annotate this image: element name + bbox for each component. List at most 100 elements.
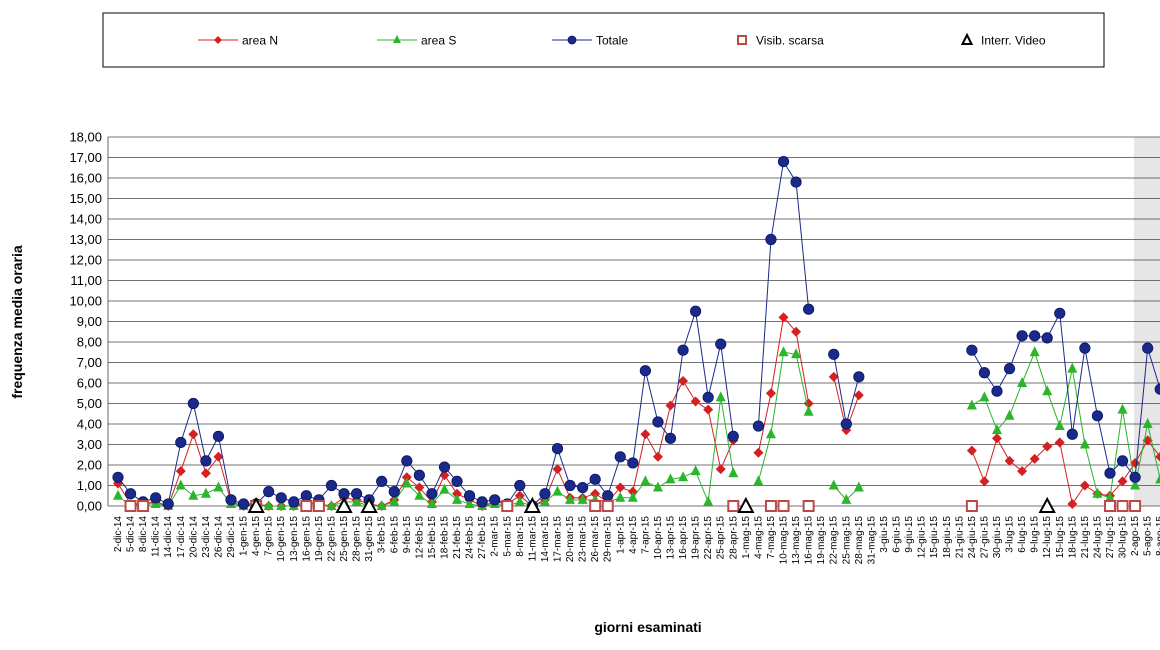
- x-tick-label: 5-dic-14: [126, 516, 137, 553]
- x-tick-label: 28-gen-15: [352, 516, 363, 562]
- x-tick-label: 7-mag-15: [766, 516, 777, 559]
- legend-marker: [393, 35, 401, 43]
- data-point: [702, 391, 714, 403]
- x-tick-label: 13-apr-15: [666, 516, 677, 560]
- data-point: [1066, 428, 1078, 440]
- data-point: [652, 416, 664, 428]
- x-tick-label: 15-feb-15: [427, 516, 438, 559]
- legend-label: Totale: [596, 34, 628, 48]
- x-tick-label: 10-mag-15: [779, 516, 790, 565]
- data-point: [615, 491, 626, 502]
- data-point: [828, 348, 840, 360]
- data-point: [1079, 480, 1090, 491]
- x-tick-label: 26-dic-14: [213, 516, 224, 558]
- data-point: [476, 496, 488, 508]
- legend-item: Totale: [552, 34, 628, 48]
- x-tick-label: 16-apr-15: [678, 516, 689, 560]
- y-axis-ticks: 0,00 1,00 2,00 3,00 4,00 5,00 6,00 7,00 8,00 9,00…: [69, 130, 102, 514]
- data-point: [665, 473, 676, 484]
- x-tick-label: 31-gen-15: [364, 516, 375, 562]
- y-tick-label: 10,00: [69, 294, 102, 309]
- data-point: [212, 430, 225, 442]
- series-line: [833, 354, 860, 425]
- data-point: [966, 399, 977, 410]
- data-point: [162, 498, 174, 510]
- legend-marker: [567, 35, 577, 45]
- data-point: [828, 479, 839, 490]
- y-tick-label: 8,00: [77, 335, 102, 350]
- y-tick-label: 5,00: [77, 396, 102, 411]
- x-tick-label: 10-apr-15: [653, 516, 664, 560]
- x-tick-label: 12-feb-15: [414, 516, 425, 559]
- x-tick-label: 7-gen-15: [264, 516, 275, 556]
- data-point: [1104, 467, 1116, 479]
- y-tick-label: 3,00: [77, 437, 102, 452]
- x-tick-label: 12-lug-15: [1042, 516, 1053, 559]
- x-tick-label: 19-gen-15: [314, 516, 325, 562]
- x-tick-label: 17-dic-14: [176, 516, 187, 558]
- data-point: [1116, 455, 1129, 467]
- data-point: [401, 477, 412, 488]
- data-point: [715, 338, 727, 350]
- data-point: [1142, 342, 1154, 354]
- data-point: [752, 420, 764, 432]
- legend-marker: [737, 35, 747, 45]
- data-point: [413, 469, 425, 481]
- visib-scarsa-marker: [727, 500, 740, 512]
- data-point: [1004, 455, 1015, 466]
- data-point: [615, 482, 626, 493]
- data-point: [703, 404, 714, 415]
- y-tick-label: 16,00: [69, 171, 102, 186]
- x-tick-label: 29-mar-15: [603, 516, 614, 563]
- data-point: [1130, 457, 1141, 468]
- data-point: [614, 451, 626, 463]
- data-point: [639, 365, 651, 377]
- y-tick-label: 1,00: [77, 478, 102, 493]
- visib-scarsa-marker: [601, 500, 614, 512]
- x-tick-label: 8-dic-14: [138, 516, 149, 553]
- x-tick-label: 1-gen-15: [239, 516, 250, 556]
- data-point: [828, 371, 839, 382]
- y-tick-label: 18,00: [69, 130, 102, 145]
- x-tick-label: 22-apr-15: [703, 516, 714, 560]
- data-point: [225, 494, 237, 506]
- event-markers: [124, 496, 1142, 513]
- data-point: [841, 493, 852, 504]
- data-point: [112, 471, 124, 483]
- x-tick-label: 28-apr-15: [728, 516, 739, 560]
- data-point: [213, 481, 224, 492]
- data-point: [237, 498, 250, 510]
- data-point: [979, 391, 990, 402]
- legend-item: Interr. Video: [960, 32, 1046, 48]
- data-point: [188, 489, 199, 500]
- legend-marker: [960, 32, 974, 45]
- data-point: [765, 428, 776, 439]
- x-tick-label: 4-gen-15: [251, 516, 262, 556]
- data-point: [539, 495, 550, 506]
- data-point: [175, 436, 187, 449]
- y-tick-label: 6,00: [77, 376, 102, 391]
- data-point: [791, 326, 802, 337]
- data-point: [665, 400, 676, 411]
- data-point: [765, 388, 776, 399]
- x-tick-label: 19-mag-15: [816, 516, 827, 565]
- y-tick-label: 9,00: [77, 314, 102, 329]
- x-tick-label: 9-lug-15: [1030, 516, 1041, 553]
- x-tick-label: 11-dic-14: [151, 516, 162, 557]
- data-point: [1067, 498, 1078, 509]
- visib-scarsa-marker: [802, 500, 815, 512]
- data-point: [426, 497, 437, 508]
- x-tick-label: 14-dic-14: [163, 516, 174, 558]
- x-tick-label: 18-lug-15: [1067, 516, 1078, 559]
- x-tick-label: 3-lug-15: [1005, 516, 1016, 553]
- y-tick-label: 11,00: [70, 273, 102, 288]
- data-point: [577, 481, 589, 494]
- data-point: [275, 492, 287, 504]
- data-point: [276, 500, 287, 510]
- visib-scarsa-marker: [589, 500, 602, 512]
- legend-label: area S: [421, 34, 456, 48]
- data-point: [426, 488, 438, 500]
- data-point: [552, 485, 563, 496]
- data-point: [1067, 362, 1078, 373]
- x-tick-label: 1-apr-15: [615, 516, 626, 554]
